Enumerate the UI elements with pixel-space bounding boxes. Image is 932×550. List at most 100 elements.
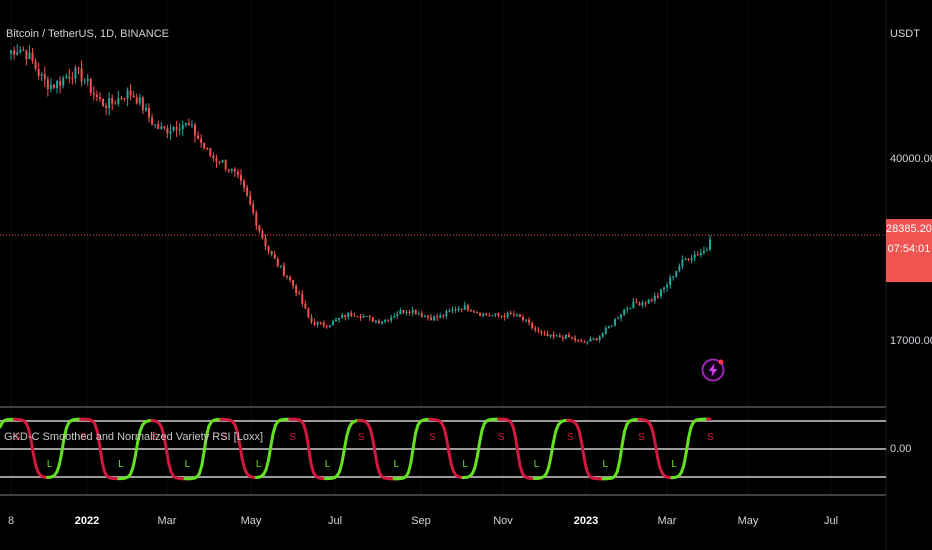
time-tick: Jul — [823, 515, 839, 527]
candle-body — [436, 316, 439, 318]
candle-body — [705, 249, 708, 251]
candle-body — [460, 308, 463, 310]
oscillator-segment — [549, 441, 555, 459]
candle-body — [368, 316, 371, 318]
candle-body — [601, 333, 604, 337]
candle-body — [408, 311, 411, 313]
oscillator-segment — [577, 430, 584, 445]
candle-body — [249, 195, 252, 205]
oscillator-segment — [684, 436, 691, 454]
candle-body — [488, 315, 491, 317]
current-price-badge[interactable]: 28385.20 07:54:01 — [886, 219, 932, 282]
oscillator-segment — [582, 456, 589, 471]
candle-body — [292, 280, 295, 286]
price-tick-40000: 40000.00 — [890, 153, 932, 165]
candle-body — [175, 127, 178, 130]
candle-body — [344, 315, 347, 318]
candle-body — [644, 302, 647, 304]
candle-body — [374, 320, 377, 322]
oscillator-segment — [580, 441, 586, 460]
candle-body — [574, 337, 577, 341]
oscillator-segment — [240, 457, 247, 471]
oscillator-segment — [235, 431, 242, 447]
candle-body — [304, 303, 307, 309]
oscillator-segment — [29, 437, 35, 455]
time-tick: Mar — [657, 515, 677, 527]
candle-body — [270, 251, 273, 255]
candle-body — [181, 125, 184, 130]
candle-body — [387, 319, 390, 321]
candle-body — [356, 316, 359, 318]
candle-body — [212, 155, 215, 159]
candle-body — [105, 105, 108, 109]
short-signal-label: S — [707, 432, 714, 443]
oscillator-segment — [340, 448, 346, 465]
long-signal-label: L — [534, 459, 540, 470]
currency-label[interactable]: USDT — [890, 28, 920, 40]
candle-body — [448, 310, 451, 312]
short-signal-label: S — [80, 432, 87, 443]
candle-body — [163, 126, 166, 129]
candle-body — [675, 270, 678, 277]
candle-body — [430, 317, 433, 321]
candle-body — [555, 335, 558, 337]
candle-body — [423, 315, 426, 317]
oscillator-segment — [656, 456, 662, 470]
candle-body — [451, 309, 454, 311]
time-tick: Mar — [157, 515, 177, 527]
oscillator-segment — [136, 429, 142, 444]
candle-body — [653, 295, 656, 301]
candle-body — [472, 311, 475, 313]
candle-body — [22, 49, 25, 51]
oscillator-segment — [164, 446, 171, 464]
oscillator-segment — [304, 432, 311, 451]
oscillator-segment — [687, 425, 693, 440]
candle-body — [693, 254, 696, 258]
oscillator-segment — [406, 461, 413, 475]
candle-body — [476, 312, 479, 314]
oscillator-segment — [547, 455, 553, 470]
candle-body — [669, 277, 672, 285]
candle-body — [558, 335, 561, 338]
candle-body — [595, 338, 598, 341]
lightning-alert-icon[interactable] — [701, 358, 725, 382]
candle-body — [604, 328, 607, 334]
oscillator-segment — [615, 459, 622, 473]
candle-body — [172, 127, 175, 132]
candle-body — [433, 316, 436, 321]
candle-body — [617, 318, 620, 320]
symbol-title[interactable]: Bitcoin / TetherUS, 1D, BINANCE — [6, 28, 170, 40]
candle-body — [365, 316, 368, 318]
candle-body — [405, 311, 408, 313]
candle-body — [552, 334, 555, 337]
candle-body — [197, 135, 200, 139]
candle-body — [469, 310, 472, 312]
candle-body — [273, 254, 276, 259]
candle-body — [335, 319, 338, 322]
oscillator-segment — [411, 431, 418, 450]
candle-body — [497, 313, 500, 316]
candle-body — [623, 309, 626, 315]
oscillator-segment — [373, 452, 380, 468]
oscillator-segment — [475, 440, 482, 459]
candle-body — [399, 310, 402, 315]
candle-body — [246, 187, 249, 196]
oscillator-segment — [371, 437, 377, 456]
candle-body — [236, 171, 239, 176]
candle-body — [187, 122, 190, 126]
candle-body — [264, 238, 267, 247]
candle-body — [102, 98, 105, 106]
short-signal-label: S — [151, 432, 158, 443]
indicator-title[interactable]: GKD-C Smoothed and Normalized Variety RS… — [4, 431, 264, 443]
candle-body — [371, 317, 374, 322]
oscillator-segment — [618, 443, 624, 463]
candle-body — [261, 230, 264, 239]
candle-body — [589, 338, 592, 342]
long-signal-label: L — [603, 459, 609, 470]
candle-body — [500, 315, 503, 317]
candle-body — [681, 259, 684, 267]
time-tick: 2022 — [74, 515, 100, 527]
candle-body — [393, 316, 396, 318]
candle-body — [666, 284, 669, 288]
